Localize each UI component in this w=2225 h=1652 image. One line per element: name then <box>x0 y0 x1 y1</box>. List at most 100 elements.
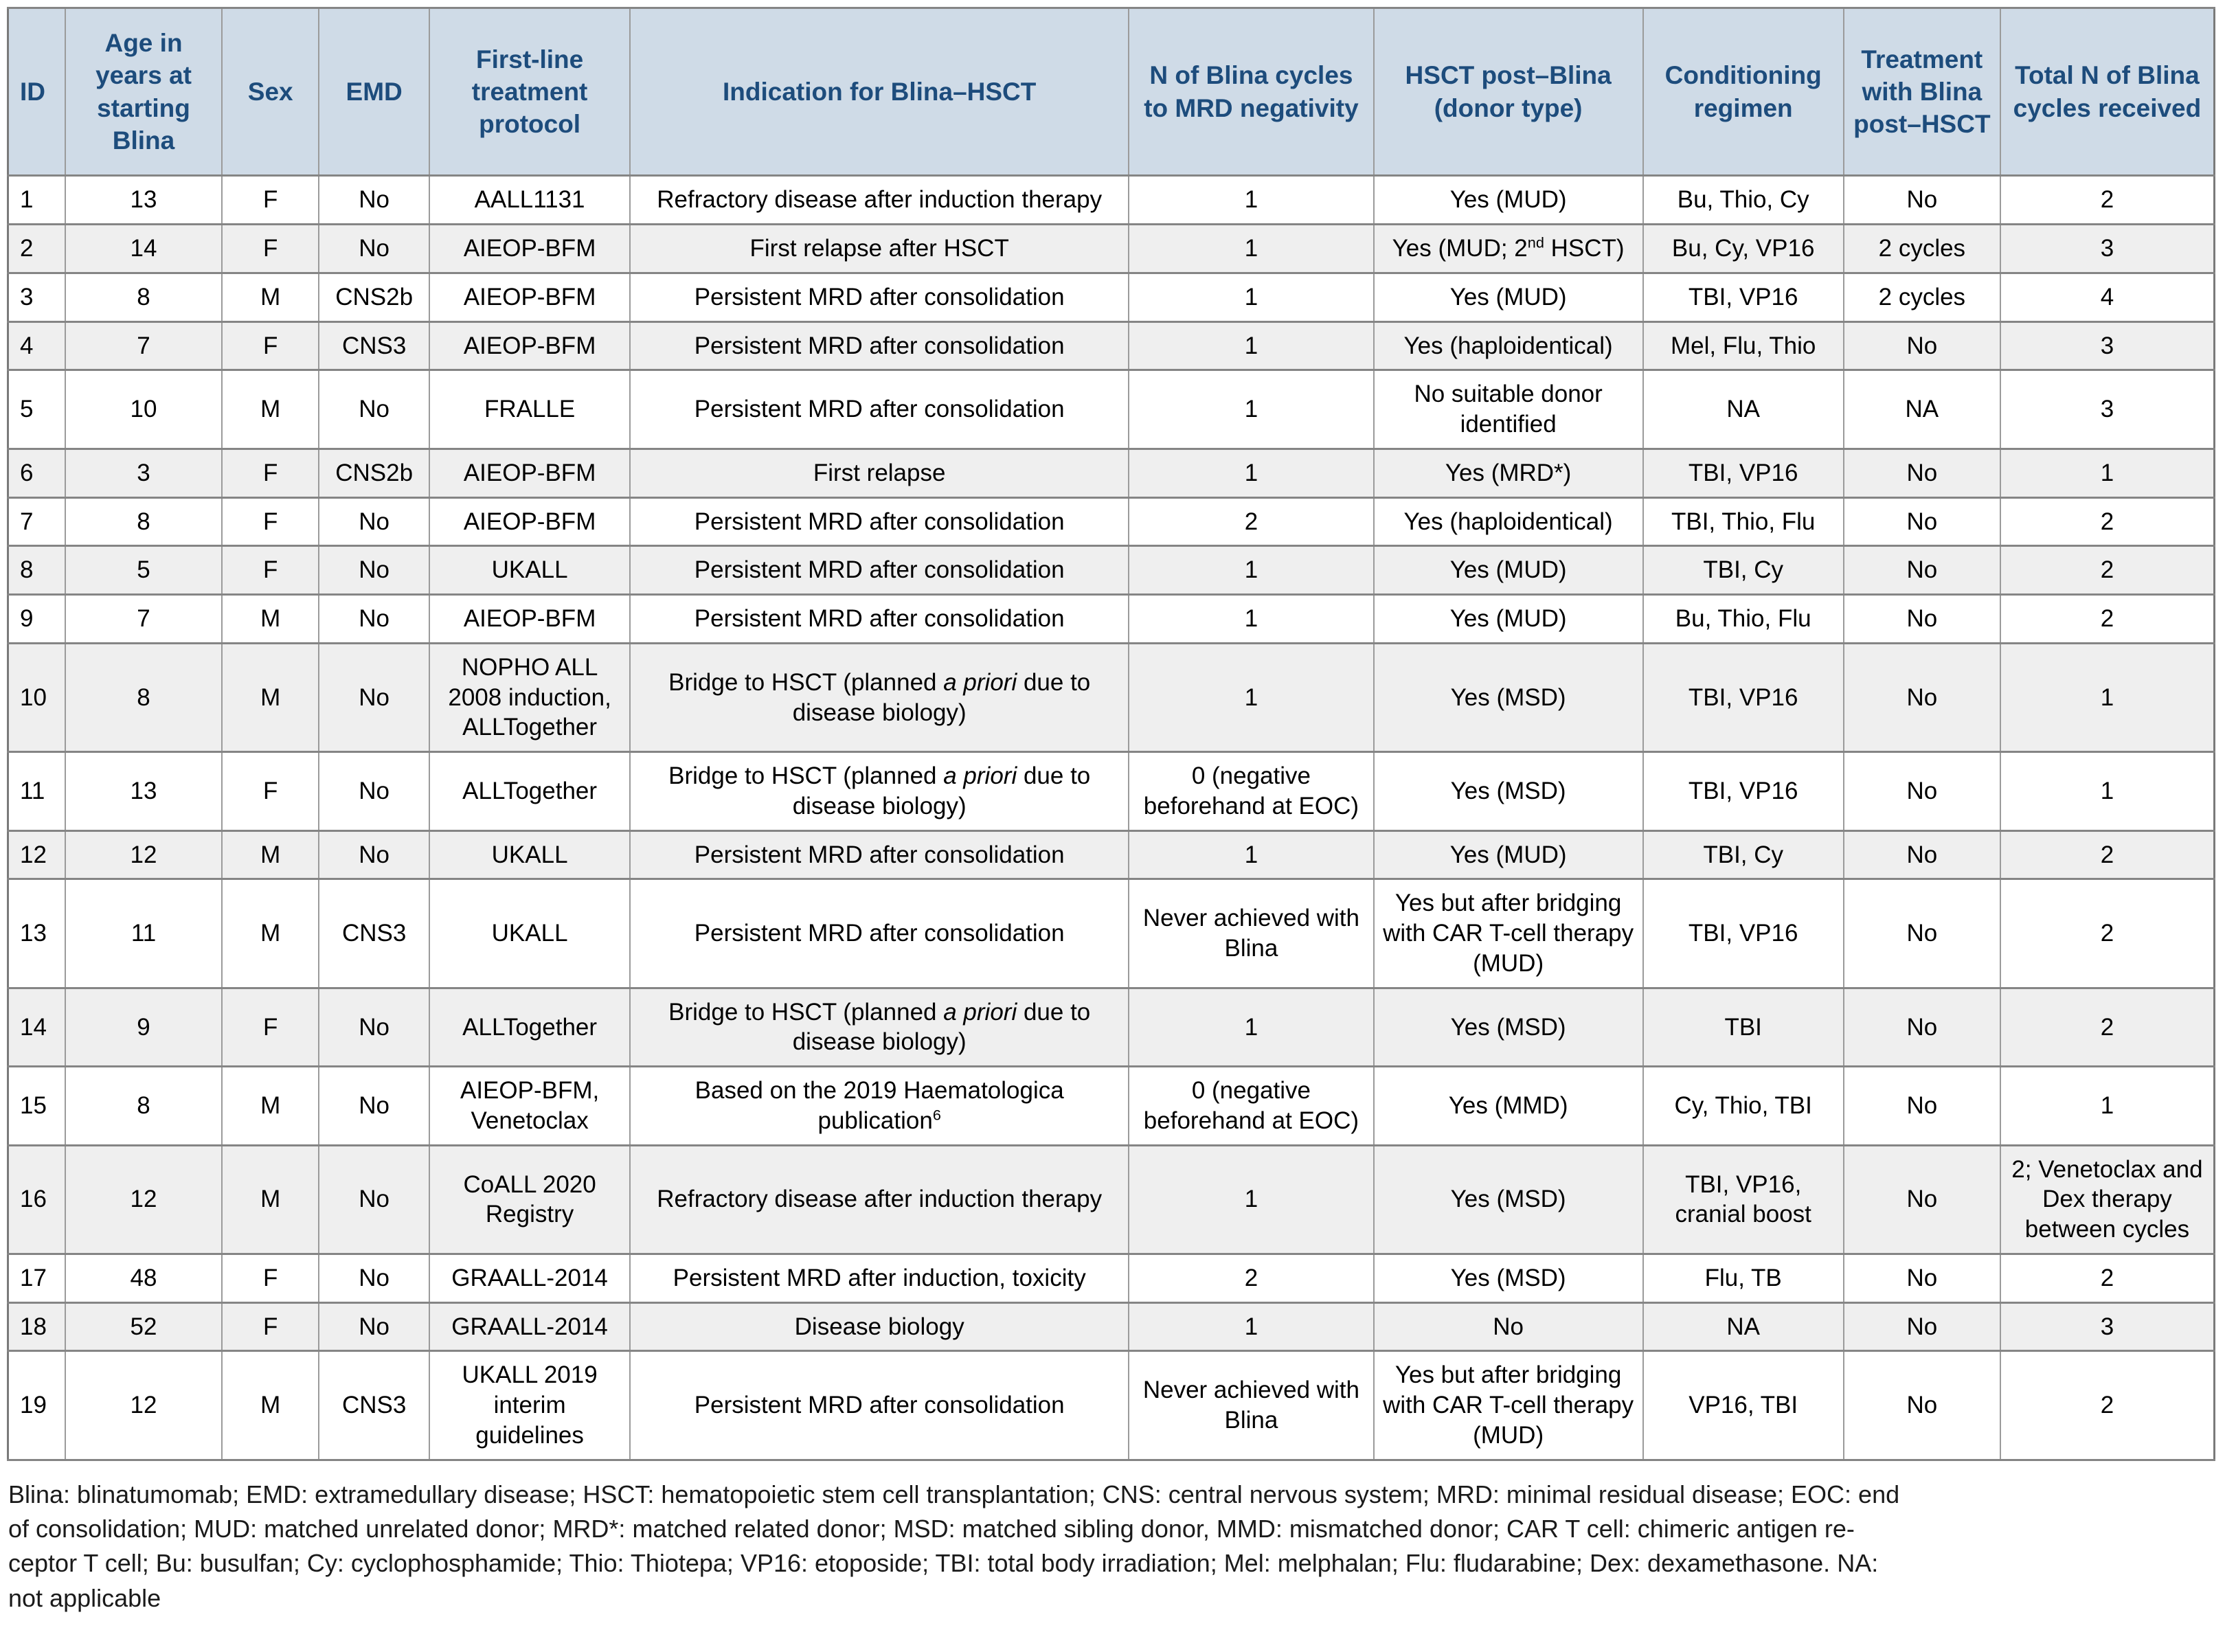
table-cell: 2 <box>1999 174 2215 226</box>
table-cell: 12 <box>64 1144 223 1255</box>
table-cell: No <box>318 751 430 832</box>
table-row: 19 12 M CNS3 UKALL 2019 interim guidelines Pe… <box>7 1350 2215 1461</box>
table-cell: Yes (MUD) <box>1373 829 1644 881</box>
table-cell: Yes but after bridging with CAR T-cell t… <box>1373 878 1644 989</box>
table-cell: 1 <box>1128 1144 1375 1255</box>
table-cell: 11 <box>64 878 223 989</box>
table-cell: 2 <box>1128 496 1375 547</box>
table-cell: 3 <box>1999 369 2215 450</box>
table-cell: No <box>318 545 430 596</box>
table-cell: 13 <box>64 174 223 226</box>
table-cell: Refractory disease after induction thera… <box>629 1144 1130 1255</box>
table-cell: F <box>221 545 320 596</box>
table-cell: UKALL <box>428 545 631 596</box>
footnote-line: ceptor T cell; Bu: busulfan; Cy: cycloph… <box>8 1549 1879 1578</box>
table-cell: No <box>318 223 430 274</box>
table-cell: 6 <box>7 447 66 499</box>
table-cell: CNS3 <box>318 878 430 989</box>
table-cell: 1 <box>1128 447 1375 499</box>
table-cell: CNS2b <box>318 271 430 323</box>
table-cell: 2 <box>1999 593 2215 644</box>
table-row: 3 8 M CNS2b AIEOP-BFM Persistent MRD after co… <box>7 271 2215 323</box>
table-cell: 5 <box>64 545 223 596</box>
table-cell: 8 <box>64 496 223 547</box>
table-cell: Bu, Thio, Cy <box>1642 174 1844 226</box>
table-cell: 1 <box>1128 829 1375 881</box>
table-cell: Persistent MRD after consolidation <box>629 369 1130 450</box>
table-cell: Persistent MRD after consolidation <box>629 545 1130 596</box>
table-row: 5 10 M No FRALLE Persistent MRD after consoli… <box>7 369 2215 450</box>
table-cell: TBI, Cy <box>1642 545 1844 596</box>
table-cell: VP16, TBI <box>1642 1350 1844 1461</box>
table-cell: 1 <box>1128 223 1375 274</box>
table-cell: Flu, TB <box>1642 1252 1844 1304</box>
table-cell: 9 <box>7 593 66 644</box>
table-cell: No <box>318 593 430 644</box>
table-cell: TBI, Thio, Flu <box>1642 496 1844 547</box>
table-cell: AIEOP-BFM <box>428 223 631 274</box>
table-cell: 5 <box>7 369 66 450</box>
table-cell: ALLTogether <box>428 751 631 832</box>
table-cell: Bu, Cy, VP16 <box>1642 223 1844 274</box>
table-row: 6 3 F CNS2b AIEOP-BFM First relapse 1 Yes (MRD*… <box>7 447 2215 499</box>
table-cell: Yes (MUD) <box>1373 593 1644 644</box>
table-cell: No <box>1842 447 2001 499</box>
table-cell: 3 <box>1999 223 2215 274</box>
table-cell: Based on the 2019 Haematologica publicat… <box>629 1065 1130 1146</box>
table-cell: 2 <box>7 223 66 274</box>
table-cell: M <box>221 1350 320 1461</box>
table-cell: No <box>1842 320 2001 372</box>
table-cell: 7 <box>7 496 66 547</box>
table-cell: 1 <box>1128 271 1375 323</box>
table-cell: 11 <box>7 751 66 832</box>
table-cell: Yes (MUD) <box>1373 174 1644 226</box>
table-figure: ID Age in years at starting Blina Sex EM… <box>7 6 2215 1612</box>
table-cell: 1 <box>1999 1065 2215 1146</box>
col-header-sex: Sex <box>221 6 320 177</box>
table-cell: No <box>1842 593 2001 644</box>
table-cell: Persistent MRD after consolidation <box>629 271 1130 323</box>
col-header-indication: Indication for Blina–HSCT <box>629 6 1130 177</box>
table-cell: 3 <box>64 447 223 499</box>
col-header-hsct-post-blina: HSCT post–Blina (donor type) <box>1373 6 1644 177</box>
table-cell: CNS3 <box>318 320 430 372</box>
table-cell: 7 <box>64 320 223 372</box>
table-cell: No <box>1842 1252 2001 1304</box>
table-cell: No <box>318 496 430 547</box>
table-cell: 52 <box>64 1301 223 1353</box>
table-cell: 17 <box>7 1252 66 1304</box>
table-cell: TBI, VP16 <box>1642 878 1844 989</box>
table-row: 16 12 M No CoALL 2020 Registry Refractory dis… <box>7 1144 2215 1255</box>
table-cell: Disease biology <box>629 1301 1130 1353</box>
table-cell: No <box>318 829 430 881</box>
footnote-line: Blina: blinatumomab; EMD: extramedullary… <box>8 1480 1900 1508</box>
table-cell: F <box>221 751 320 832</box>
table-row: 13 11 M CNS3 UKALL Persistent MRD after conso… <box>7 878 2215 989</box>
table-cell: 19 <box>7 1350 66 1461</box>
table-cell: 48 <box>64 1252 223 1304</box>
table-cell: 4 <box>7 320 66 372</box>
table-cell: 16 <box>7 1144 66 1255</box>
table-row: 8 5 F No UKALL Persistent MRD after consolida… <box>7 545 2215 596</box>
table-cell: Yes (haploidentical) <box>1373 320 1644 372</box>
table-cell: No <box>1842 878 2001 989</box>
table-cell: NA <box>1642 1301 1844 1353</box>
table-cell: No <box>1842 1301 2001 1353</box>
table-cell: Persistent MRD after induction, toxicity <box>629 1252 1130 1304</box>
table-cell: M <box>221 1065 320 1146</box>
table-cell: M <box>221 642 320 754</box>
table-cell: M <box>221 1144 320 1255</box>
table-cell: 1 <box>1128 986 1375 1068</box>
table-row: 9 7 M No AIEOP-BFM Persistent MRD after conso… <box>7 593 2215 644</box>
table-cell: Persistent MRD after consolidation <box>629 496 1130 547</box>
table-row: 18 52 F No GRAALL-2014 Disease biology 1 No NA No… <box>7 1301 2215 1353</box>
table-cell: 2 <box>1999 878 2215 989</box>
col-header-emd: EMD <box>318 6 430 177</box>
table-cell: 8 <box>64 1065 223 1146</box>
table-cell: 2 cycles <box>1842 223 2001 274</box>
table-cell: Yes (MUD; 2nd HSCT) <box>1373 223 1644 274</box>
table-cell: No <box>1842 642 2001 754</box>
table-cell: 9 <box>64 986 223 1068</box>
table-row: 1 13 F No AALL1131 Refractory disease after i… <box>7 174 2215 226</box>
table-cell: No <box>1373 1301 1644 1353</box>
